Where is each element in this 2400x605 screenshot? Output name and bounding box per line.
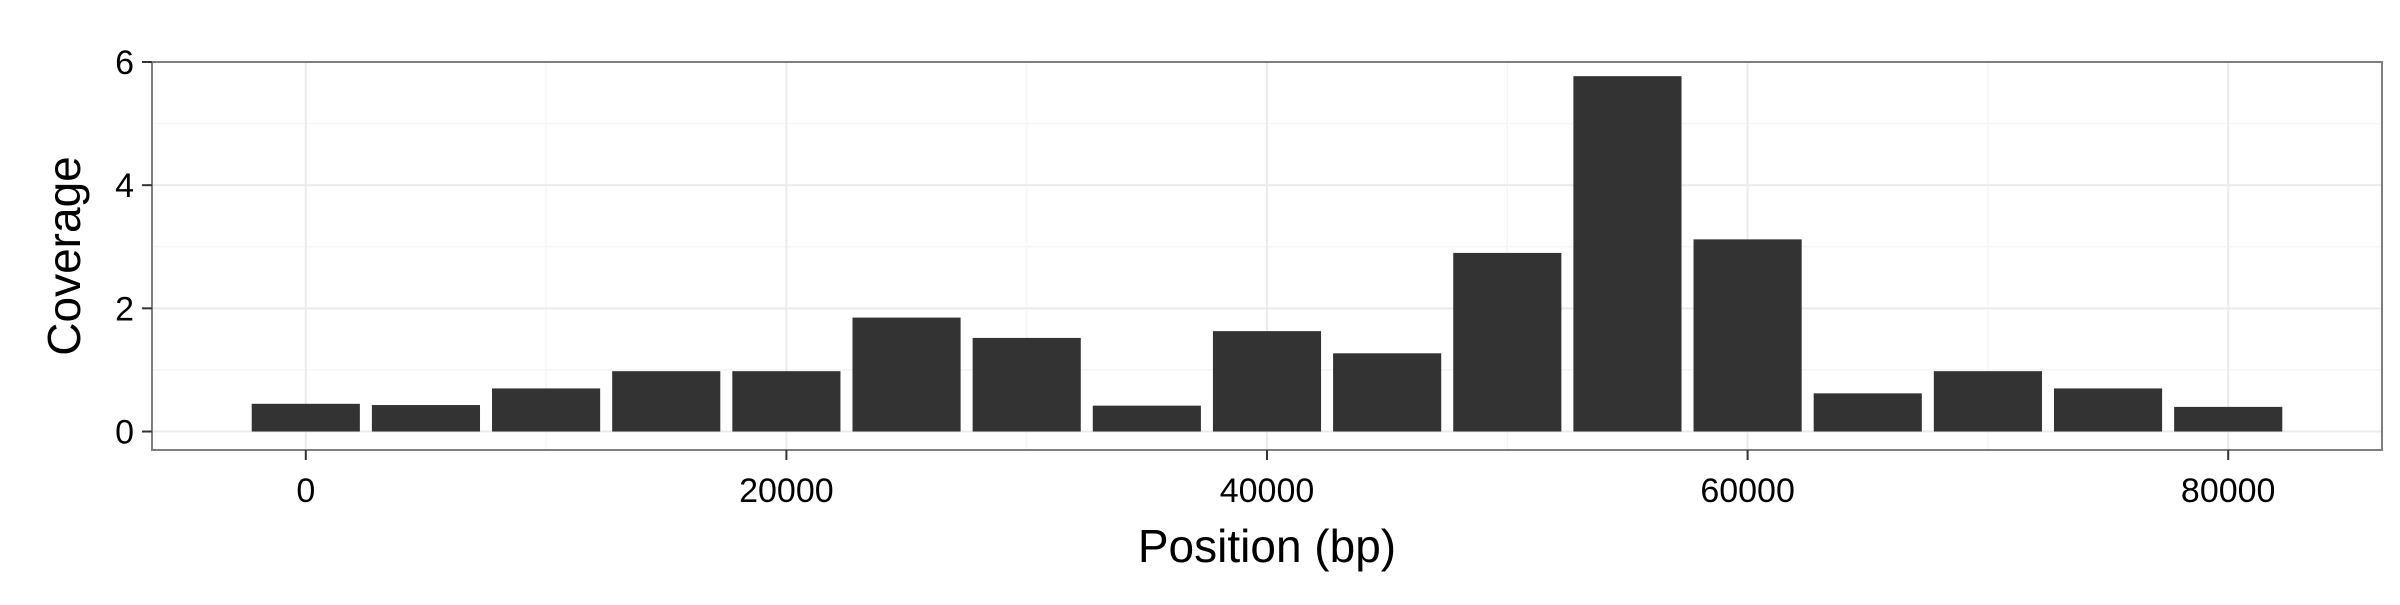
bar — [1453, 252, 1562, 432]
bar — [251, 403, 360, 432]
axis-layer: 0 2 4 6 0 20000 40000 60000 80000 — [115, 44, 2275, 510]
bar — [1813, 393, 1922, 432]
x-tick-label: 20000 — [739, 472, 834, 510]
x-tick-label: 80000 — [2181, 472, 2276, 510]
bar — [972, 337, 1081, 432]
bar — [1573, 76, 1682, 432]
x-tick-label: 40000 — [1220, 472, 1315, 510]
bar — [492, 388, 601, 432]
bar — [2053, 388, 2163, 432]
x-axis-title: Position (bp) — [1138, 520, 1396, 572]
y-tick-label: 2 — [115, 290, 134, 328]
bar — [371, 405, 481, 432]
y-tick-label: 6 — [115, 44, 134, 82]
bar — [1693, 239, 1802, 432]
bar — [732, 371, 841, 432]
y-tick-label: 4 — [115, 167, 134, 205]
bar — [1212, 331, 1322, 432]
y-axis-title: Coverage — [38, 156, 90, 355]
x-tick-label: 60000 — [1700, 472, 1795, 510]
bar — [2174, 406, 2283, 432]
y-tick-label: 0 — [115, 414, 134, 452]
bar — [1092, 405, 1201, 432]
x-tick-label: 0 — [296, 472, 315, 510]
bar — [852, 317, 961, 432]
bar — [1333, 353, 1442, 432]
bar — [1933, 371, 2042, 432]
bar — [612, 371, 721, 432]
bar-layer — [251, 76, 2283, 432]
